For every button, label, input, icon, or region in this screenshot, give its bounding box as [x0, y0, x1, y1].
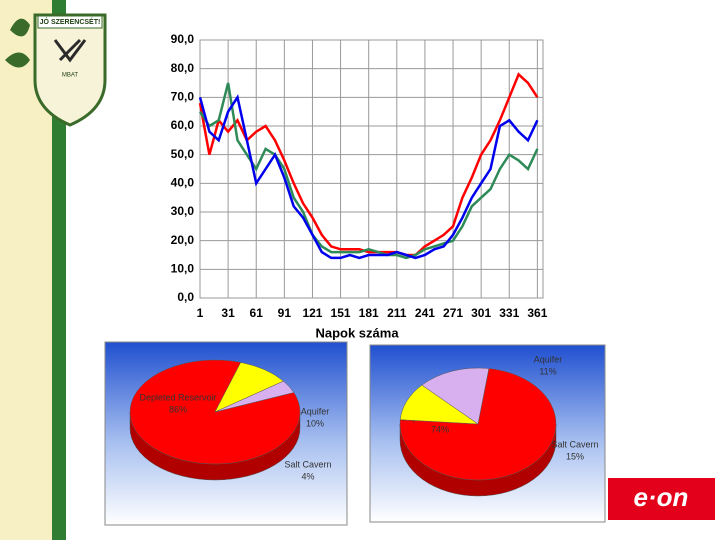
x-tick-label: 271 — [443, 306, 463, 320]
pie-slice — [214, 380, 295, 413]
y-tick-label: 60,0 — [171, 118, 195, 132]
side-bar — [52, 0, 66, 540]
logo-box — [608, 478, 715, 520]
slice-value: 15% — [566, 451, 584, 461]
slice-label: Aquifer — [301, 406, 330, 416]
y-tick-label: 70,0 — [171, 90, 195, 104]
motto-box — [37, 15, 103, 29]
motto: JÓ SZERENCSÉT! — [40, 17, 101, 26]
slice-label: Aquifer — [534, 354, 563, 364]
slice-value: 86% — [169, 404, 187, 414]
slice-label: Salt Cavern — [551, 439, 598, 449]
data-line — [198, 82, 539, 260]
slice-label: Depleted Reservoir — [139, 392, 216, 402]
y-tick-label: 80,0 — [171, 61, 195, 75]
data-line — [198, 72, 539, 257]
x-tick-label: 361 — [527, 306, 547, 320]
y-tick-label: 0,0 — [177, 290, 194, 304]
x-tick-label: 121 — [302, 306, 322, 320]
brand-logo: e·on — [634, 482, 689, 512]
x-tick-label: 1 — [197, 306, 204, 320]
data-line — [198, 94, 539, 260]
y-tick-label: 30,0 — [171, 204, 195, 218]
x-axis-label: Napok száma — [315, 325, 399, 340]
x-tick-label: 61 — [250, 306, 264, 320]
crossed-hammers — [53, 38, 87, 63]
x-tick-label: 301 — [471, 306, 491, 320]
slice-value: 10% — [306, 418, 324, 428]
x-tick-label: 181 — [359, 306, 379, 320]
slice-label: Salt Cavern — [284, 459, 331, 469]
shield — [33, 13, 107, 127]
emblem: MBAT — [62, 73, 79, 79]
x-tick-label: 151 — [331, 306, 351, 320]
x-tick-label: 91 — [278, 306, 292, 320]
y-tick-label: 40,0 — [171, 176, 195, 190]
x-tick-label: 331 — [499, 306, 519, 320]
y-tick-label: 10,0 — [171, 262, 195, 276]
y-tick-label: 90,0 — [171, 32, 195, 46]
slice-value: 4% — [301, 471, 314, 481]
x-tick-label: 241 — [415, 306, 435, 320]
x-tick-label: 31 — [221, 306, 235, 320]
y-tick-label: 20,0 — [171, 233, 195, 247]
x-tick-label: 211 — [387, 306, 407, 320]
laurel — [5, 18, 30, 68]
badge: JÓ SZERENCSÉT! MBAT — [5, 13, 107, 127]
slice-value: 74% — [431, 424, 449, 434]
pie-slice — [421, 367, 490, 425]
slice-value: 11% — [539, 366, 556, 376]
y-tick-label: 50,0 — [171, 147, 195, 161]
